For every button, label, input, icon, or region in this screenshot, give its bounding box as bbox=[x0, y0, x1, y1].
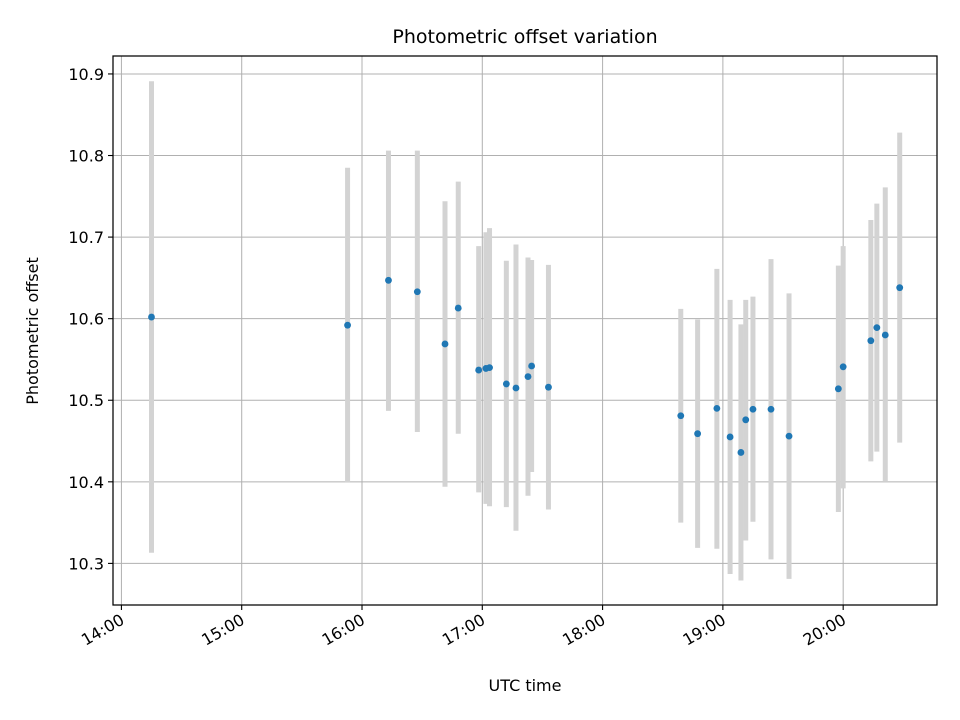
data-point bbox=[896, 284, 904, 292]
y-tick-label: 10.3 bbox=[68, 554, 104, 573]
data-point bbox=[737, 449, 745, 456]
y-axis-ticks: 10.3 10.4 10.5 10.6 10.7 10.8 10.9 bbox=[68, 65, 113, 573]
data-point bbox=[502, 380, 510, 388]
data-point bbox=[441, 340, 449, 348]
chart-title: Photometric offset variation bbox=[392, 26, 657, 48]
data-point bbox=[148, 313, 155, 321]
y-axis-label: Photometric offset bbox=[23, 257, 42, 405]
data-point bbox=[512, 384, 520, 392]
data-point bbox=[413, 288, 421, 296]
plot-frame bbox=[112, 55, 938, 606]
data-point bbox=[839, 363, 847, 371]
y-tick-label: 10.7 bbox=[68, 228, 104, 247]
data-point bbox=[486, 364, 493, 372]
y-tick-label: 10.8 bbox=[68, 147, 104, 166]
data-point bbox=[385, 276, 392, 284]
data-point bbox=[344, 321, 351, 329]
data-point bbox=[677, 412, 685, 420]
data-point bbox=[528, 362, 536, 370]
data-point bbox=[881, 331, 889, 339]
grid-lines bbox=[113, 56, 937, 605]
data-point bbox=[524, 373, 532, 380]
data-point bbox=[742, 416, 750, 424]
data-point bbox=[834, 385, 842, 393]
data-point bbox=[726, 433, 734, 441]
data-point bbox=[749, 405, 757, 413]
data-point bbox=[767, 405, 775, 413]
y-tick-label: 10.6 bbox=[68, 310, 104, 329]
data-point bbox=[545, 383, 552, 391]
data-points bbox=[148, 276, 904, 456]
data-point bbox=[873, 324, 881, 332]
data-point bbox=[713, 405, 721, 412]
data-point bbox=[867, 337, 875, 345]
data-point bbox=[454, 304, 462, 312]
data-point bbox=[475, 366, 483, 374]
y-tick-label: 10.5 bbox=[68, 391, 104, 410]
y-tick-label: 10.9 bbox=[68, 65, 104, 84]
data-point bbox=[694, 430, 702, 438]
y-tick-label: 10.4 bbox=[68, 473, 104, 492]
data-point bbox=[785, 432, 793, 440]
x-axis-label: UTC time bbox=[489, 676, 562, 695]
